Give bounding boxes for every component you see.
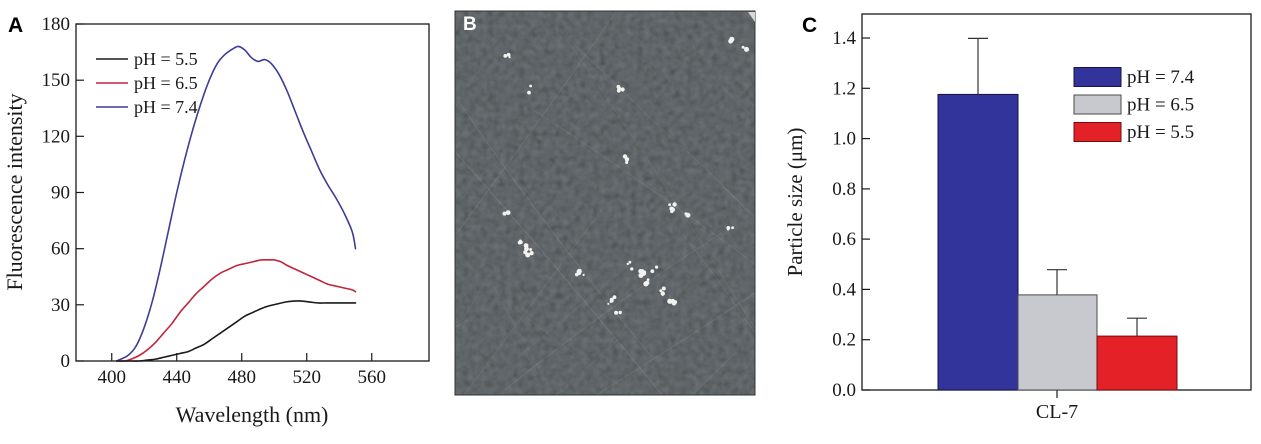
- svg-text:0.8: 0.8: [832, 179, 856, 200]
- svg-text:1.0: 1.0: [832, 129, 856, 150]
- svg-text:0.4: 0.4: [832, 279, 856, 300]
- svg-text:C: C: [802, 14, 817, 37]
- svg-text:CL-7: CL-7: [1036, 401, 1078, 423]
- svg-text:Particle size (μm): Particle size (μm): [783, 128, 807, 277]
- svg-text:0.6: 0.6: [832, 229, 856, 250]
- svg-text:pH = 5.5: pH = 5.5: [1127, 122, 1194, 143]
- svg-text:0.0: 0.0: [832, 380, 856, 401]
- svg-text:1.2: 1.2: [832, 78, 856, 99]
- svg-text:pH = 6.5: pH = 6.5: [1127, 95, 1194, 116]
- svg-text:1.4: 1.4: [832, 28, 856, 49]
- svg-text:pH = 7.4: pH = 7.4: [1127, 67, 1195, 88]
- svg-text:0.2: 0.2: [832, 330, 856, 351]
